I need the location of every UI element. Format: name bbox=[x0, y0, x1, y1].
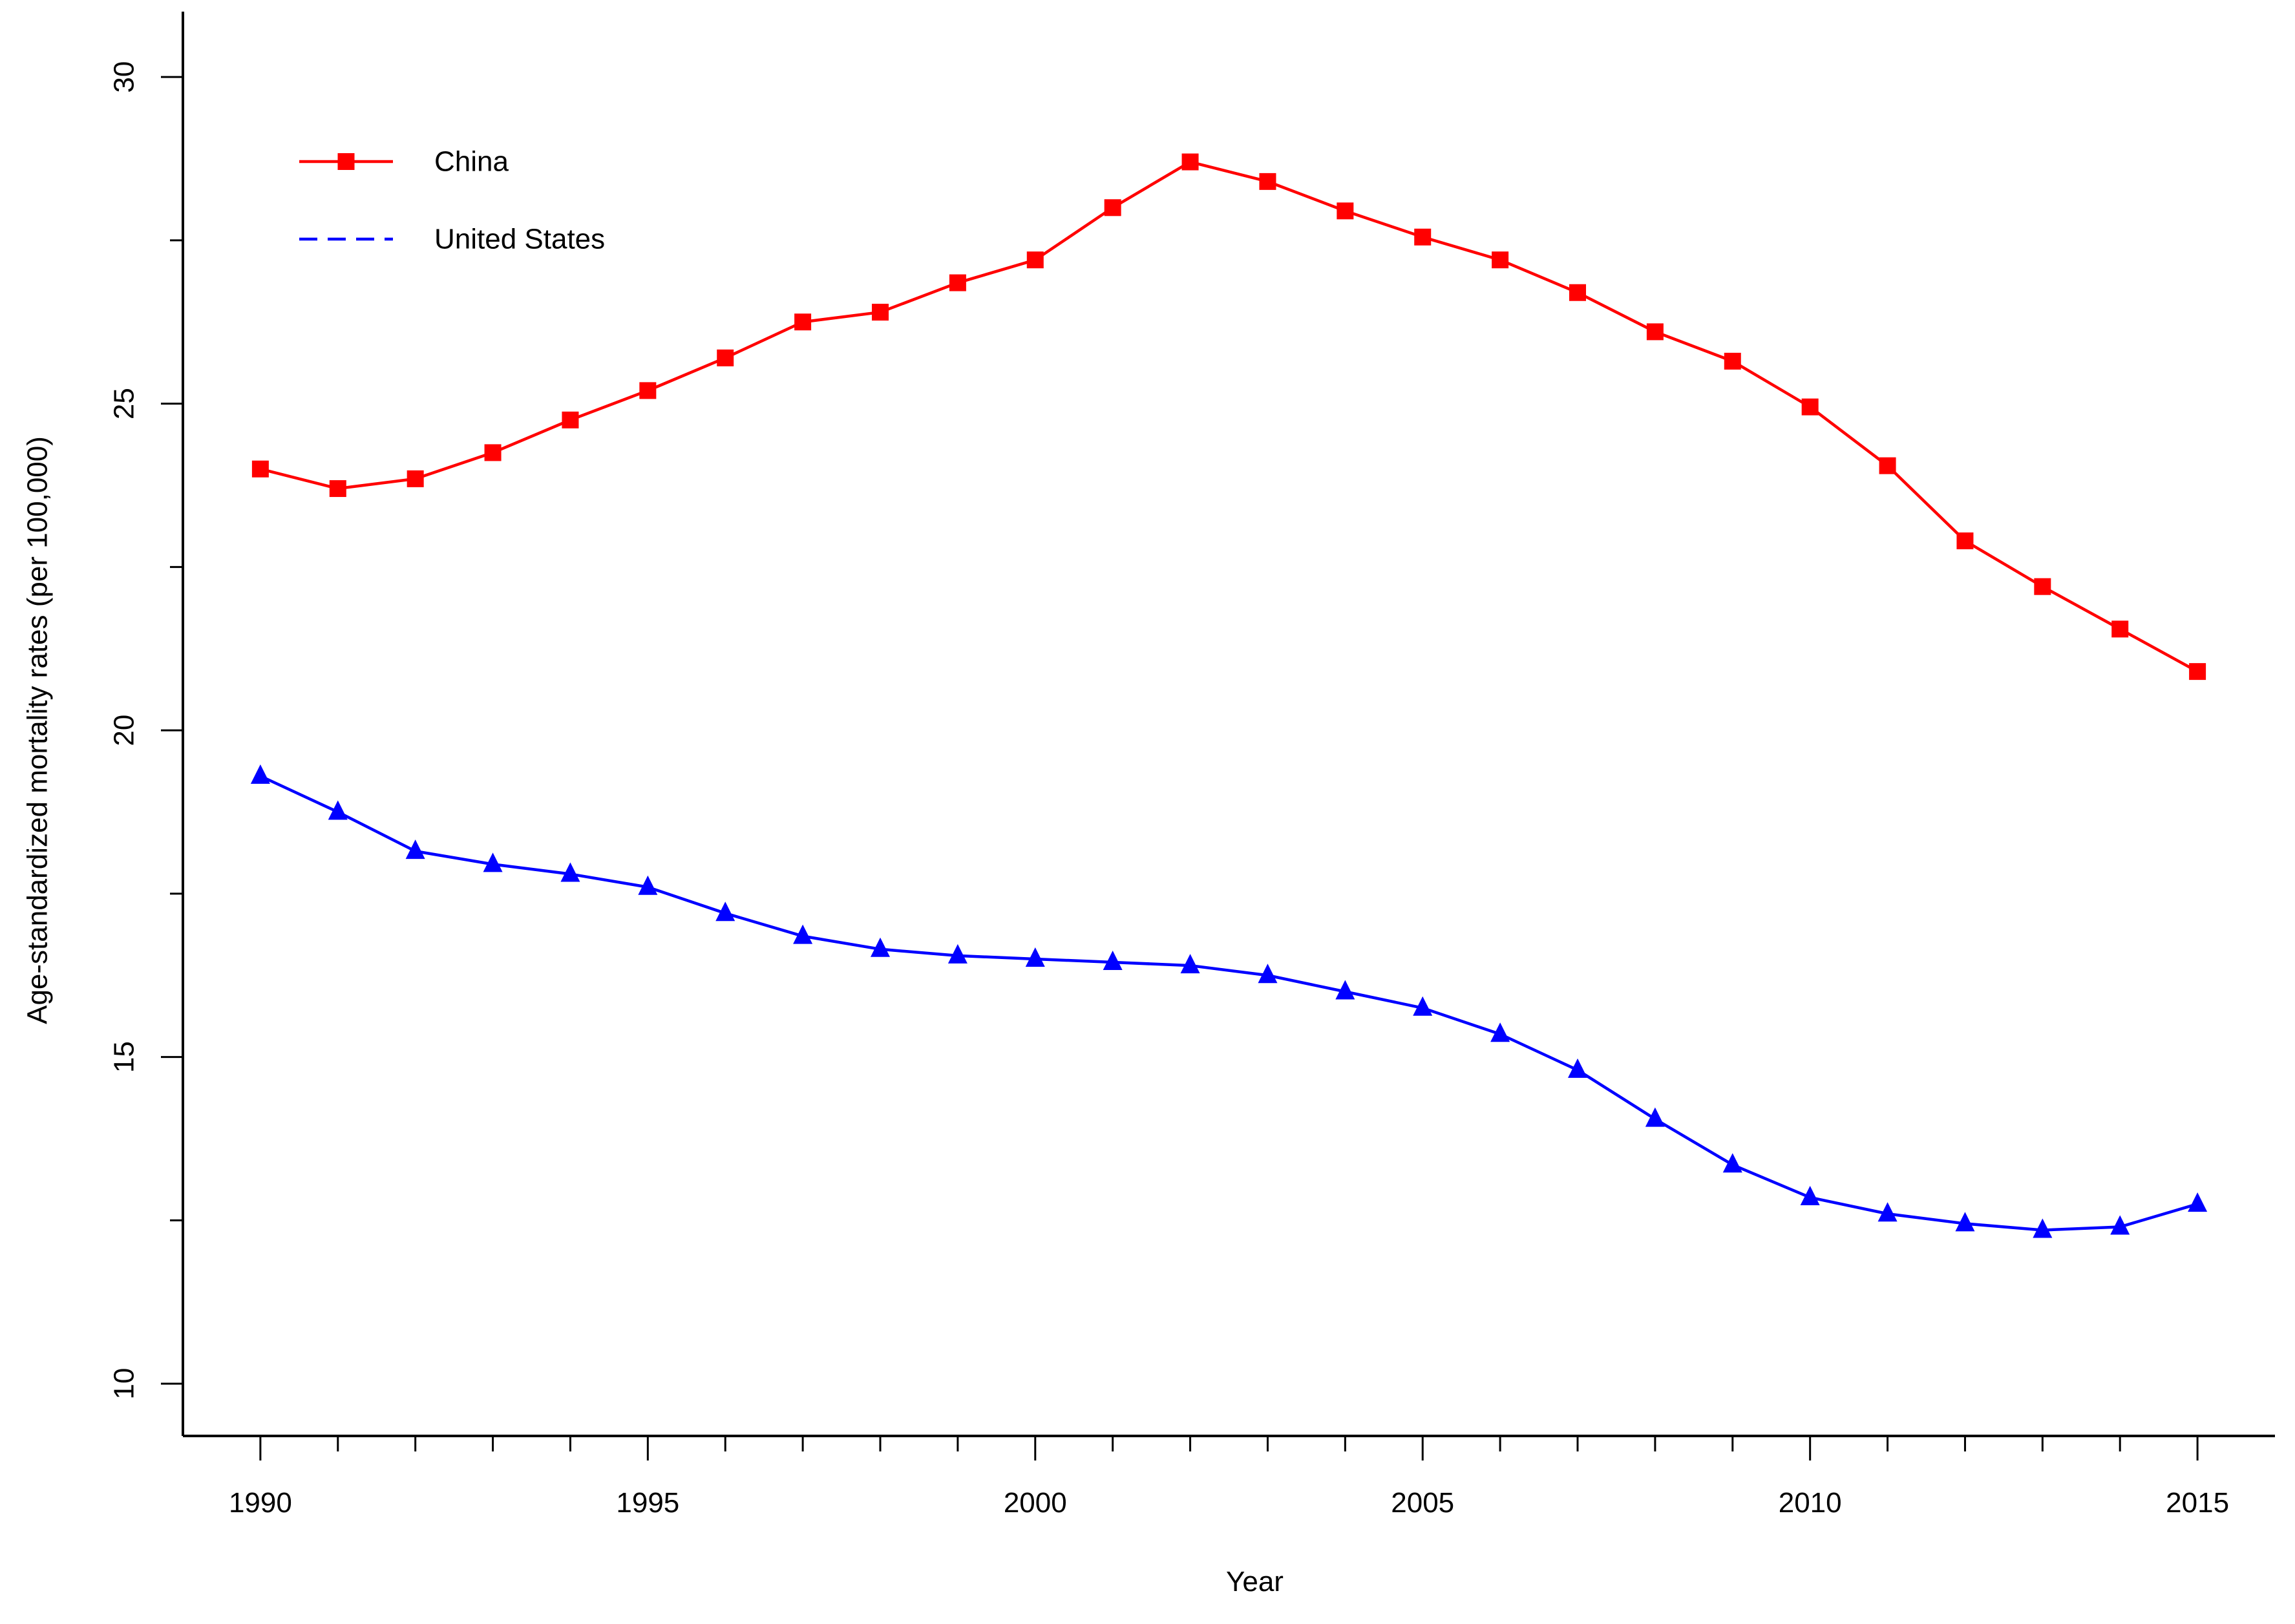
data-point bbox=[328, 800, 348, 820]
data-point bbox=[1724, 352, 1741, 370]
data-point bbox=[1181, 153, 1199, 171]
x-axis-title: Year bbox=[1226, 1566, 1284, 1598]
data-point bbox=[2110, 1215, 2130, 1235]
x-tick-label: 2015 bbox=[2166, 1487, 2229, 1519]
legend: China United States bbox=[299, 146, 605, 255]
data-point bbox=[407, 470, 424, 487]
data-point bbox=[872, 304, 889, 321]
data-point bbox=[405, 839, 425, 859]
x-tick-label: 1995 bbox=[616, 1487, 679, 1519]
data-point bbox=[1877, 1202, 1898, 1222]
data-point bbox=[715, 902, 735, 922]
y-tick-label: 15 bbox=[109, 1041, 140, 1073]
x-tick-label: 2010 bbox=[1779, 1487, 1842, 1519]
data-point bbox=[1801, 398, 1819, 416]
data-point bbox=[949, 274, 966, 291]
data-point bbox=[1492, 251, 1509, 269]
y-axis-title: Age-standardized mortality rates (per 10… bbox=[22, 436, 54, 1024]
data-point bbox=[1026, 251, 1044, 269]
data-point bbox=[1104, 199, 1121, 216]
data-point bbox=[717, 349, 734, 366]
data-point bbox=[562, 411, 579, 428]
data-point bbox=[2189, 663, 2206, 680]
x-tick-label: 2000 bbox=[1004, 1487, 1067, 1519]
data-point bbox=[2033, 1218, 2053, 1238]
y-tick-label: 25 bbox=[109, 388, 140, 419]
data-point bbox=[793, 924, 813, 944]
legend-label: China bbox=[434, 146, 509, 178]
data-point bbox=[483, 852, 503, 872]
series-line bbox=[260, 160, 2199, 673]
data-point bbox=[2111, 620, 2129, 638]
data-point bbox=[638, 875, 658, 895]
data-point bbox=[1337, 202, 1354, 220]
axes: 1990 1995 2000 2005 2010 2015 10 15 20 25 30 bbox=[109, 12, 2275, 1519]
data-point bbox=[1955, 1212, 1975, 1232]
x-tick-label: 1990 bbox=[229, 1487, 292, 1519]
data-point bbox=[1800, 1185, 1820, 1205]
data-point bbox=[794, 313, 812, 331]
data-point bbox=[871, 937, 890, 957]
legend-label: United States bbox=[434, 224, 605, 255]
y-tick-label: 10 bbox=[109, 1368, 140, 1400]
y-tick-label: 20 bbox=[109, 715, 140, 746]
series-united-states bbox=[250, 764, 2208, 1238]
data-point bbox=[639, 382, 657, 399]
data-point bbox=[251, 460, 269, 478]
data-point bbox=[2034, 578, 2051, 595]
data-point bbox=[1259, 173, 1276, 190]
data-point bbox=[1258, 964, 1278, 984]
data-point bbox=[329, 480, 346, 498]
data-point bbox=[1335, 980, 1355, 1000]
y-tick-label: 30 bbox=[109, 61, 140, 93]
data-point bbox=[1722, 1153, 1742, 1173]
series-layer bbox=[250, 153, 2208, 1238]
data-point bbox=[1103, 951, 1123, 971]
data-point bbox=[1956, 532, 1974, 549]
x-tick-label: 2005 bbox=[1391, 1487, 1454, 1519]
legend-marker bbox=[337, 153, 355, 170]
data-point bbox=[1413, 996, 1433, 1016]
data-point bbox=[1879, 457, 1896, 474]
data-point bbox=[1414, 228, 1432, 246]
data-point bbox=[1569, 284, 1586, 301]
series-china bbox=[251, 153, 2206, 680]
series-line bbox=[259, 774, 2198, 1232]
data-point bbox=[1646, 323, 1664, 341]
data-point bbox=[560, 862, 580, 882]
data-point bbox=[1645, 1107, 1665, 1127]
data-point bbox=[1025, 947, 1045, 967]
data-point bbox=[947, 944, 968, 964]
data-point bbox=[1490, 1022, 1510, 1042]
data-point bbox=[2188, 1192, 2208, 1212]
data-point bbox=[250, 764, 270, 784]
data-point bbox=[1180, 954, 1200, 974]
data-point bbox=[1568, 1058, 1587, 1078]
data-point bbox=[484, 444, 502, 461]
